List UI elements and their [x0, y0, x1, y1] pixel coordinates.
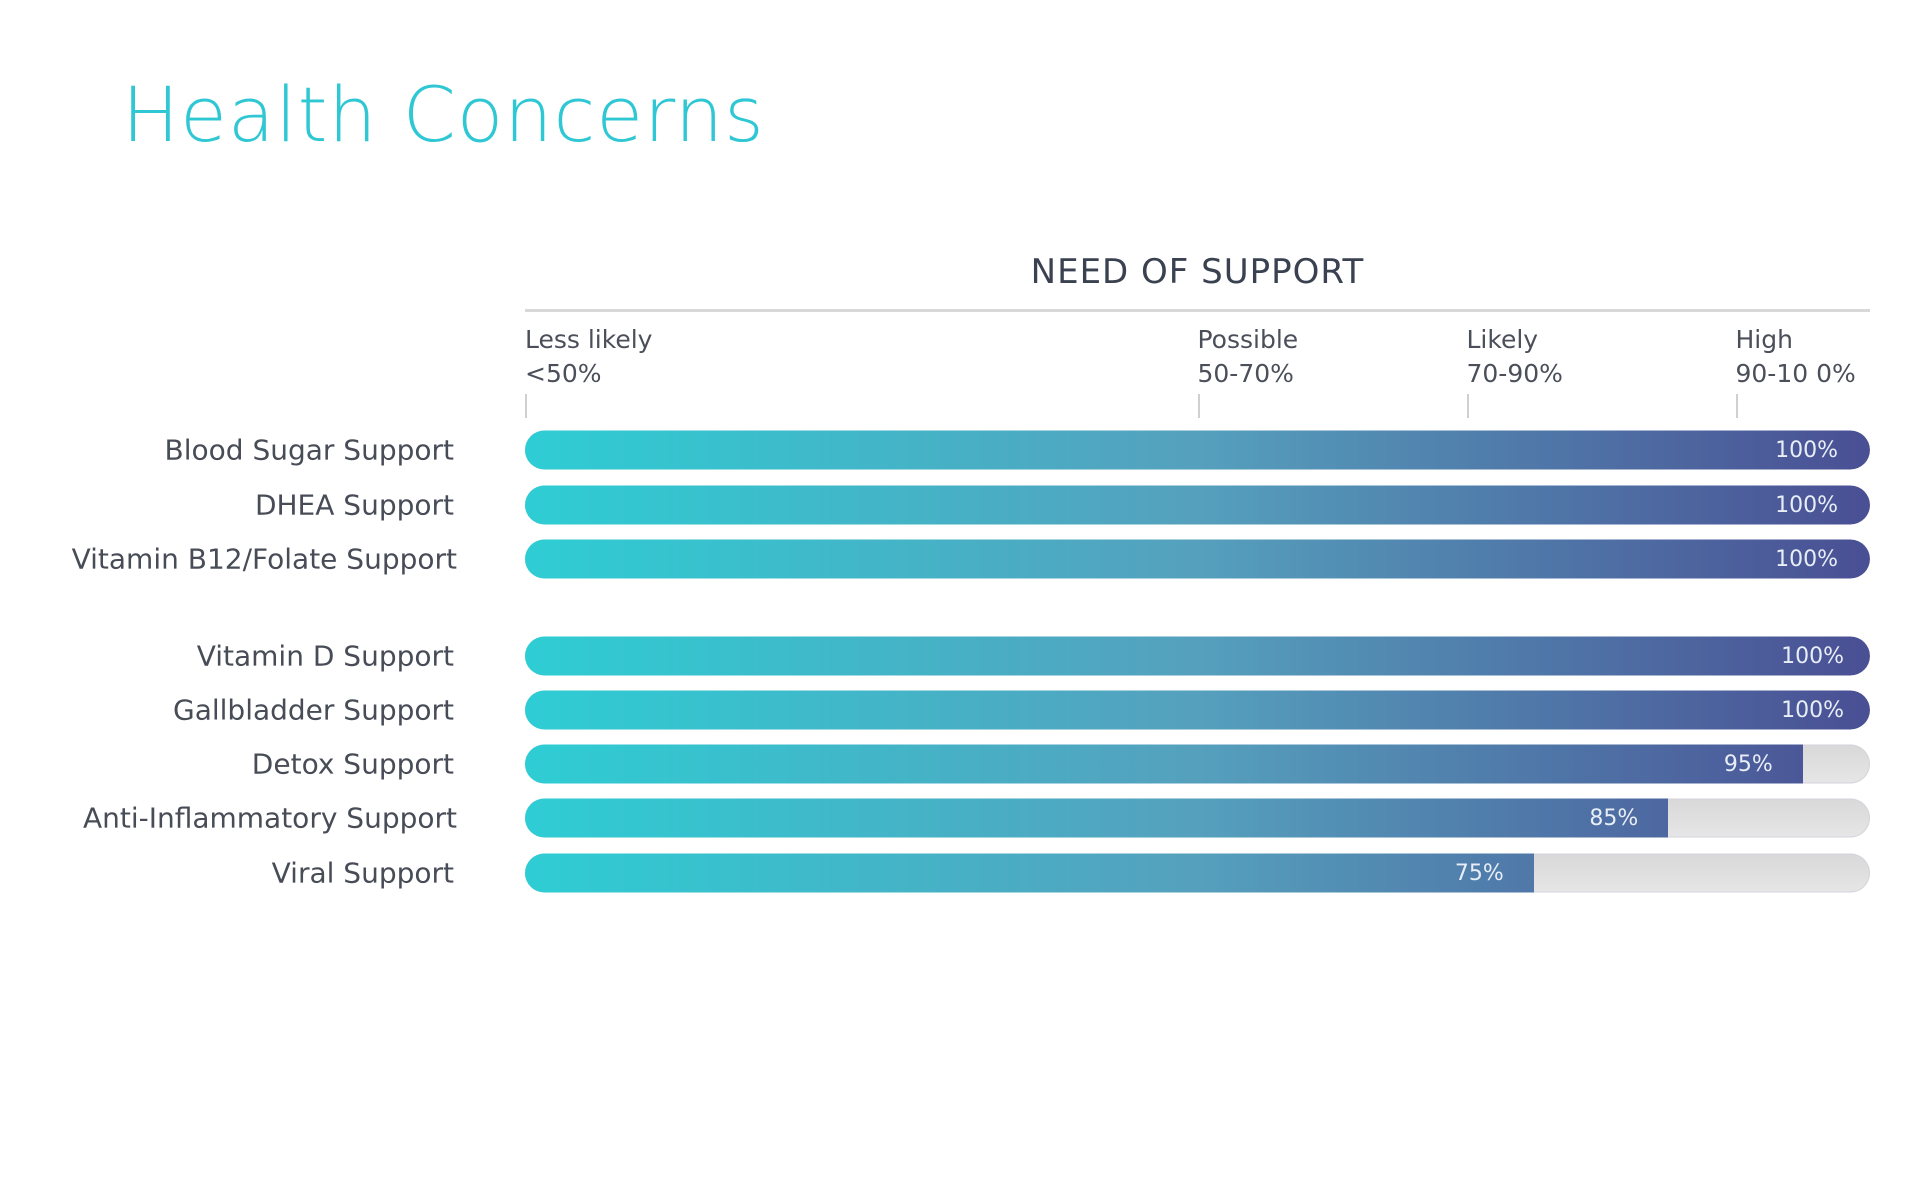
- tick-category: Likely: [1466, 325, 1539, 354]
- category-label: Viral Support: [271, 856, 454, 890]
- bar-track: 100%: [525, 636, 1870, 676]
- category-label: Vitamin D Support: [196, 639, 454, 673]
- tick-range: 70-90%: [1466, 359, 1563, 388]
- data-label: 100%: [1781, 697, 1844, 723]
- bar-track: 95%: [525, 744, 1870, 784]
- tick-label: Less likely <50%: [525, 323, 652, 391]
- tick-label: High 90-10 0%: [1736, 323, 1856, 391]
- header-divider: [525, 309, 1870, 312]
- tick-mark: [1735, 394, 1738, 418]
- bar: 95%: [525, 744, 1803, 784]
- tick-range: <50%: [525, 359, 602, 388]
- chart-title: Health Concerns: [122, 70, 765, 159]
- bar: 100%: [525, 430, 1870, 470]
- bar: 100%: [525, 636, 1870, 676]
- bar-track: 100%: [525, 485, 1870, 525]
- data-label: 95%: [1723, 751, 1773, 777]
- data-label: 100%: [1775, 492, 1838, 518]
- category-label: Gallbladder Support: [173, 693, 454, 727]
- tick-mark: [525, 394, 527, 418]
- category-label: Anti-Inflammatory Support: [82, 801, 457, 835]
- bar: 100%: [525, 690, 1870, 730]
- data-label: 75%: [1454, 860, 1504, 886]
- category-label: Detox Support: [251, 747, 454, 781]
- category-label: Blood Sugar Support: [164, 433, 454, 467]
- bar-track: 85%: [525, 798, 1870, 838]
- bar-track: 100%: [525, 539, 1870, 579]
- tick-label: Possible 50-70%: [1198, 323, 1299, 391]
- data-label: 100%: [1781, 643, 1844, 669]
- data-label: 100%: [1775, 437, 1838, 463]
- bar-track: 100%: [525, 690, 1870, 730]
- chart-subtitle: NEED OF SUPPORT: [1030, 252, 1365, 292]
- tick-mark: [1197, 394, 1200, 418]
- bar-track: 100%: [525, 430, 1870, 470]
- tick-category: High: [1735, 325, 1793, 354]
- tick-mark: [1466, 394, 1469, 418]
- data-label: 100%: [1775, 546, 1838, 572]
- bar: 75%: [525, 853, 1534, 893]
- category-label: Vitamin B12/Folate Support: [71, 542, 457, 576]
- tick-range: 50-70%: [1197, 359, 1294, 388]
- bar: 100%: [525, 539, 1870, 579]
- tick-range: 90-10 0%: [1735, 359, 1856, 388]
- bar-track: 75%: [525, 853, 1870, 893]
- bar: 100%: [525, 485, 1870, 525]
- bar: 85%: [525, 798, 1669, 838]
- tick-category: Possible: [1197, 325, 1299, 354]
- category-label: DHEA Support: [254, 488, 454, 522]
- tick-label: Likely 70-90%: [1467, 323, 1563, 391]
- tick-category: Less likely: [525, 325, 653, 354]
- data-label: 85%: [1589, 805, 1639, 831]
